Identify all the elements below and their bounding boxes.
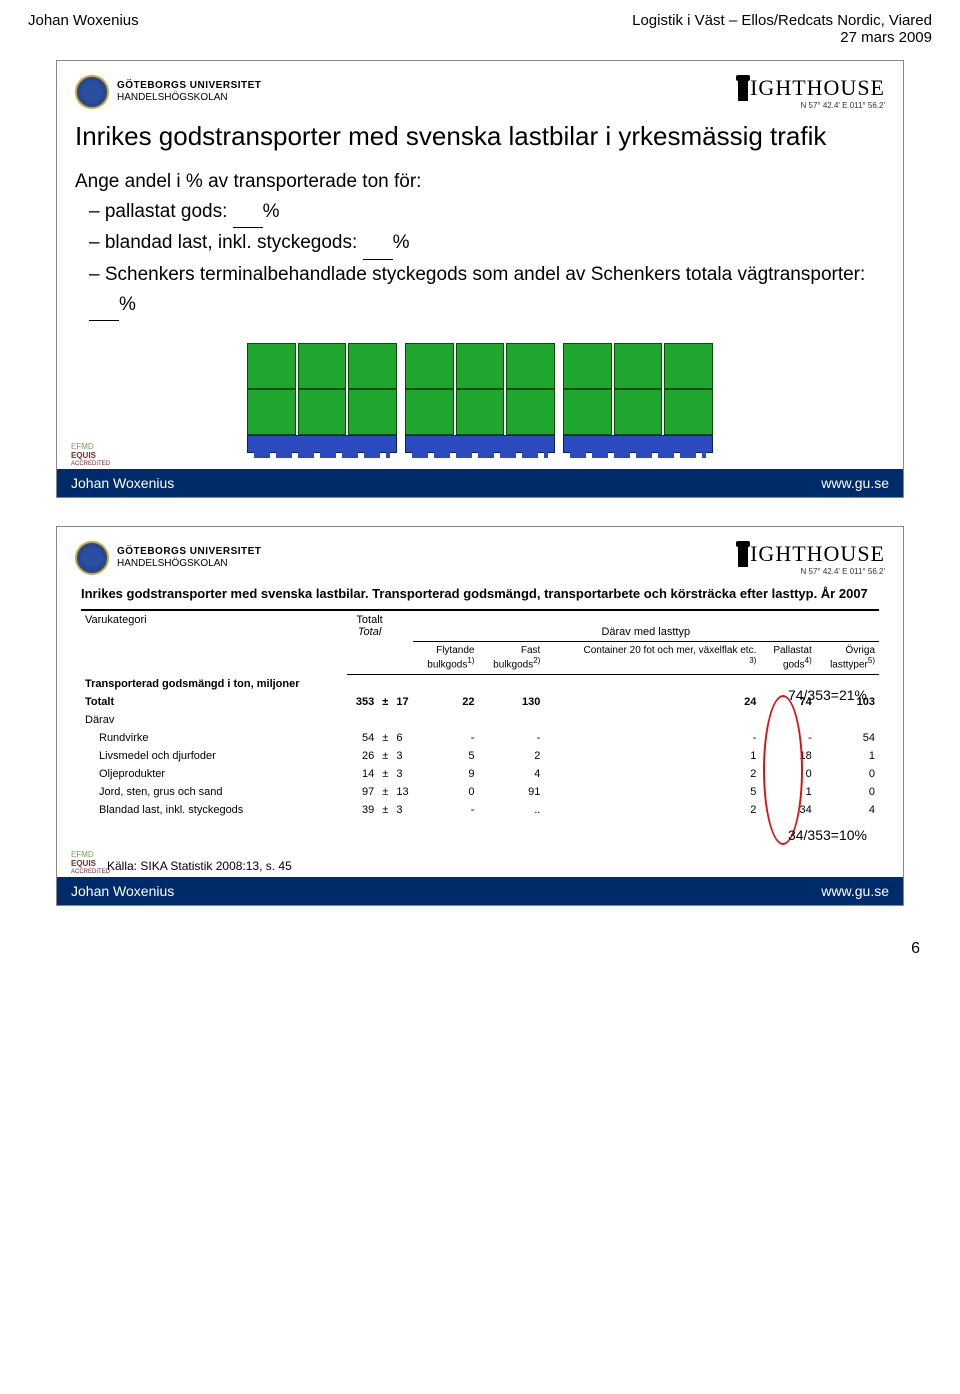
col-header: Container 20 fot och mer, växelflak etc.… (544, 641, 760, 674)
table-row: Totalt353±17221302474103 (81, 693, 879, 711)
university-logo: GÖTEBORGS UNIVERSITET HANDELSHÖGSKOLAN (75, 541, 261, 575)
slide-footer: Johan Woxenius www.gu.se (57, 877, 903, 905)
annotation-1: 74/353=21% (788, 687, 867, 703)
row-label: Oljeprodukter (81, 765, 347, 783)
lighthouse-icon (738, 545, 748, 567)
slide-title: Inrikes godstransporter med svenska last… (75, 120, 885, 153)
slide-1: GÖTEBORGS UNIVERSITET HANDELSHÖGSKOLAN I… (56, 60, 904, 498)
col-header: Övrigalasttyper5) (816, 641, 879, 674)
quiz-block: Ange andel i % av transporterade ton för… (75, 167, 885, 322)
row-label: Därav (81, 711, 347, 729)
col-header: Pallastatgods4) (760, 641, 815, 674)
col-header: Flytandebulkgods1) (413, 641, 479, 674)
accreditation: EFMD EQUIS ACCREDITED (71, 851, 110, 875)
pallet-icon (405, 343, 555, 453)
table-row: Därav (81, 711, 879, 729)
lighthouse-logo: IGHTHOUSE N 57° 42.4' E 011° 56.2' (738, 75, 885, 110)
seal-icon (75, 75, 109, 109)
page-header: Johan Woxenius Logistik i Väst – Ellos/R… (0, 0, 960, 50)
source-note: Källa: SIKA Statistik 2008:13, s. 45 (107, 859, 885, 873)
data-table: Varukategori Totalt Total Därav med last… (81, 609, 879, 819)
table-row: Livsmedel och djurfoder26±3521181 (81, 747, 879, 765)
quiz-item: Schenkers terminalbehandlade styckegods … (89, 260, 885, 322)
table-row: Oljeprodukter14±394200 (81, 765, 879, 783)
slide-footer: Johan Woxenius www.gu.se (57, 469, 903, 497)
row-label: Jord, sten, grus och sand (81, 783, 347, 801)
event-info: Logistik i Väst – Ellos/Redcats Nordic, … (632, 12, 932, 46)
slide-2: GÖTEBORGS UNIVERSITET HANDELSHÖGSKOLAN I… (56, 526, 904, 906)
row-label: Rundvirke (81, 729, 347, 747)
pallet-graphic (75, 343, 885, 453)
row-label: Livsmedel och djurfoder (81, 747, 347, 765)
quiz-item: blandad last, inkl. styckegods: % (89, 228, 885, 259)
col-header: Fastbulkgods2) (478, 641, 544, 674)
accreditation: EFMD EQUIS ACCREDITED (71, 443, 110, 467)
table-row: Jord, sten, grus och sand97±13091510 (81, 783, 879, 801)
table-row: Rundvirke54±6----54 (81, 729, 879, 747)
row-label: Blandad last, inkl. styckegods (81, 801, 347, 819)
author: Johan Woxenius (28, 12, 139, 46)
lighthouse-icon (738, 79, 748, 101)
page-number: 6 (0, 934, 960, 972)
table-row: Blandad last, inkl. styckegods39±3-..234… (81, 801, 879, 819)
pallet-icon (563, 343, 713, 453)
data-table-wrap: Varukategori Totalt Total Därav med last… (75, 609, 885, 819)
annotation-2: 34/353=10% (788, 827, 867, 843)
row-label: Totalt (81, 693, 347, 711)
quiz-item: pallastat gods: % (89, 197, 885, 228)
lighthouse-logo: IGHTHOUSE N 57° 42.4' E 011° 56.2' (738, 541, 885, 576)
pallet-icon (247, 343, 397, 453)
seal-icon (75, 541, 109, 575)
table-title: Inrikes godstransporter med svenska last… (75, 586, 885, 601)
university-logo: GÖTEBORGS UNIVERSITET HANDELSHÖGSKOLAN (75, 75, 261, 109)
